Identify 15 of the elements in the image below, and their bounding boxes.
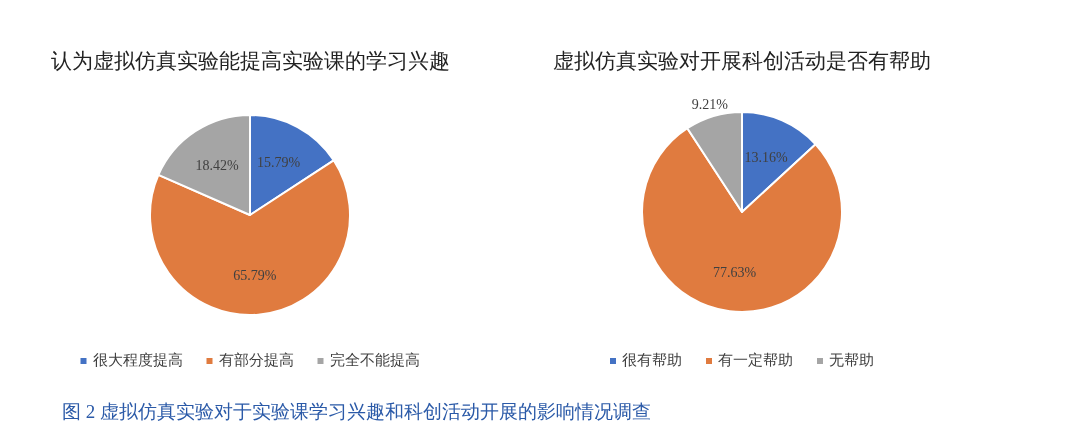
- data-label: 18.42%: [195, 157, 240, 173]
- chart-title: 认为虚拟仿真实验能提高实验课的学习兴趣: [50, 49, 450, 73]
- legend-label: 很有帮助: [622, 352, 682, 368]
- data-label: 77.63%: [712, 264, 757, 280]
- legend-label: 很大程度提高: [92, 352, 183, 368]
- chart-title: 虚拟仿真实验对开展科创活动是否有帮助: [553, 49, 931, 73]
- legend-label: 有部分提高: [218, 352, 294, 368]
- data-label: 9.21%: [691, 96, 729, 112]
- legend-label: 有一定帮助: [718, 352, 793, 368]
- data-label: 15.79%: [256, 155, 301, 171]
- data-label: 13.16%: [744, 150, 789, 166]
- legend-label: 完全不能提高: [329, 352, 420, 368]
- legend-label: 无帮助: [829, 352, 874, 368]
- data-label: 65.79%: [233, 267, 277, 283]
- caption: 图 2 虚拟仿真实验对于实验课学习兴趣和科创活动开展的影响情况调查: [62, 401, 651, 422]
